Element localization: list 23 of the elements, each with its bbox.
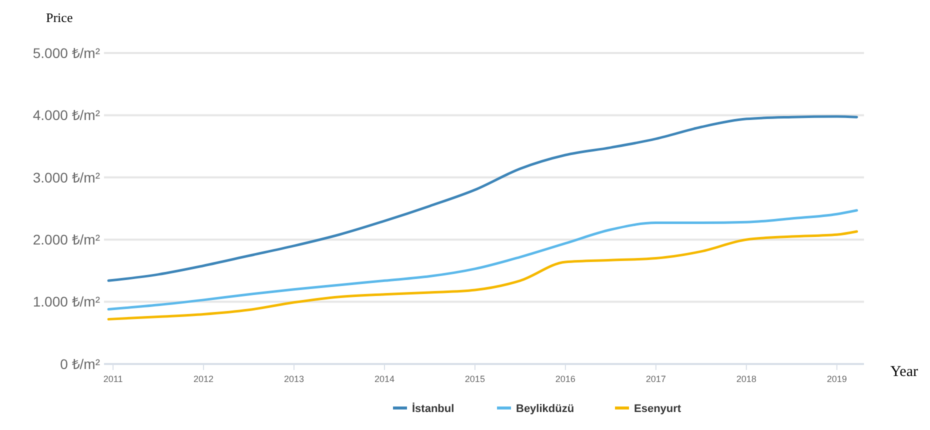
y-tick-label: 3.000 ₺/m²	[32, 169, 100, 186]
x-tick-label: 2016	[555, 374, 576, 384]
x-tick-label: 2019	[826, 374, 847, 384]
line-series	[107, 230, 858, 320]
y-tick-label: 2.000 ₺/m²	[32, 232, 100, 248]
y-tick-label: 4.000 ₺/m²	[32, 107, 100, 124]
y-tick-label: 5.000 ₺/m²	[32, 44, 100, 61]
line-series	[107, 209, 858, 311]
x-tick-label: 2018	[736, 374, 756, 384]
x-axis-title: Year	[890, 364, 918, 380]
x-tick-label: 2015	[464, 374, 485, 384]
line-series	[107, 115, 858, 282]
legend-label: İstanbul	[412, 402, 454, 415]
y-axis-title: Price	[46, 10, 73, 25]
y-tick-label: 0 ₺/m²	[60, 356, 100, 372]
x-tick-label: 2011	[103, 374, 123, 384]
legend-label: Esenyurt	[634, 402, 682, 415]
x-tick-label: 2012	[194, 374, 214, 384]
y-tick-label: 1.000 ₺/m²	[32, 294, 100, 310]
x-tick-label: 2017	[646, 374, 666, 384]
x-tick-label: 2014	[374, 374, 394, 384]
legend-label: Beylikdüzü	[516, 402, 574, 415]
x-tick-label: 2013	[284, 374, 304, 384]
